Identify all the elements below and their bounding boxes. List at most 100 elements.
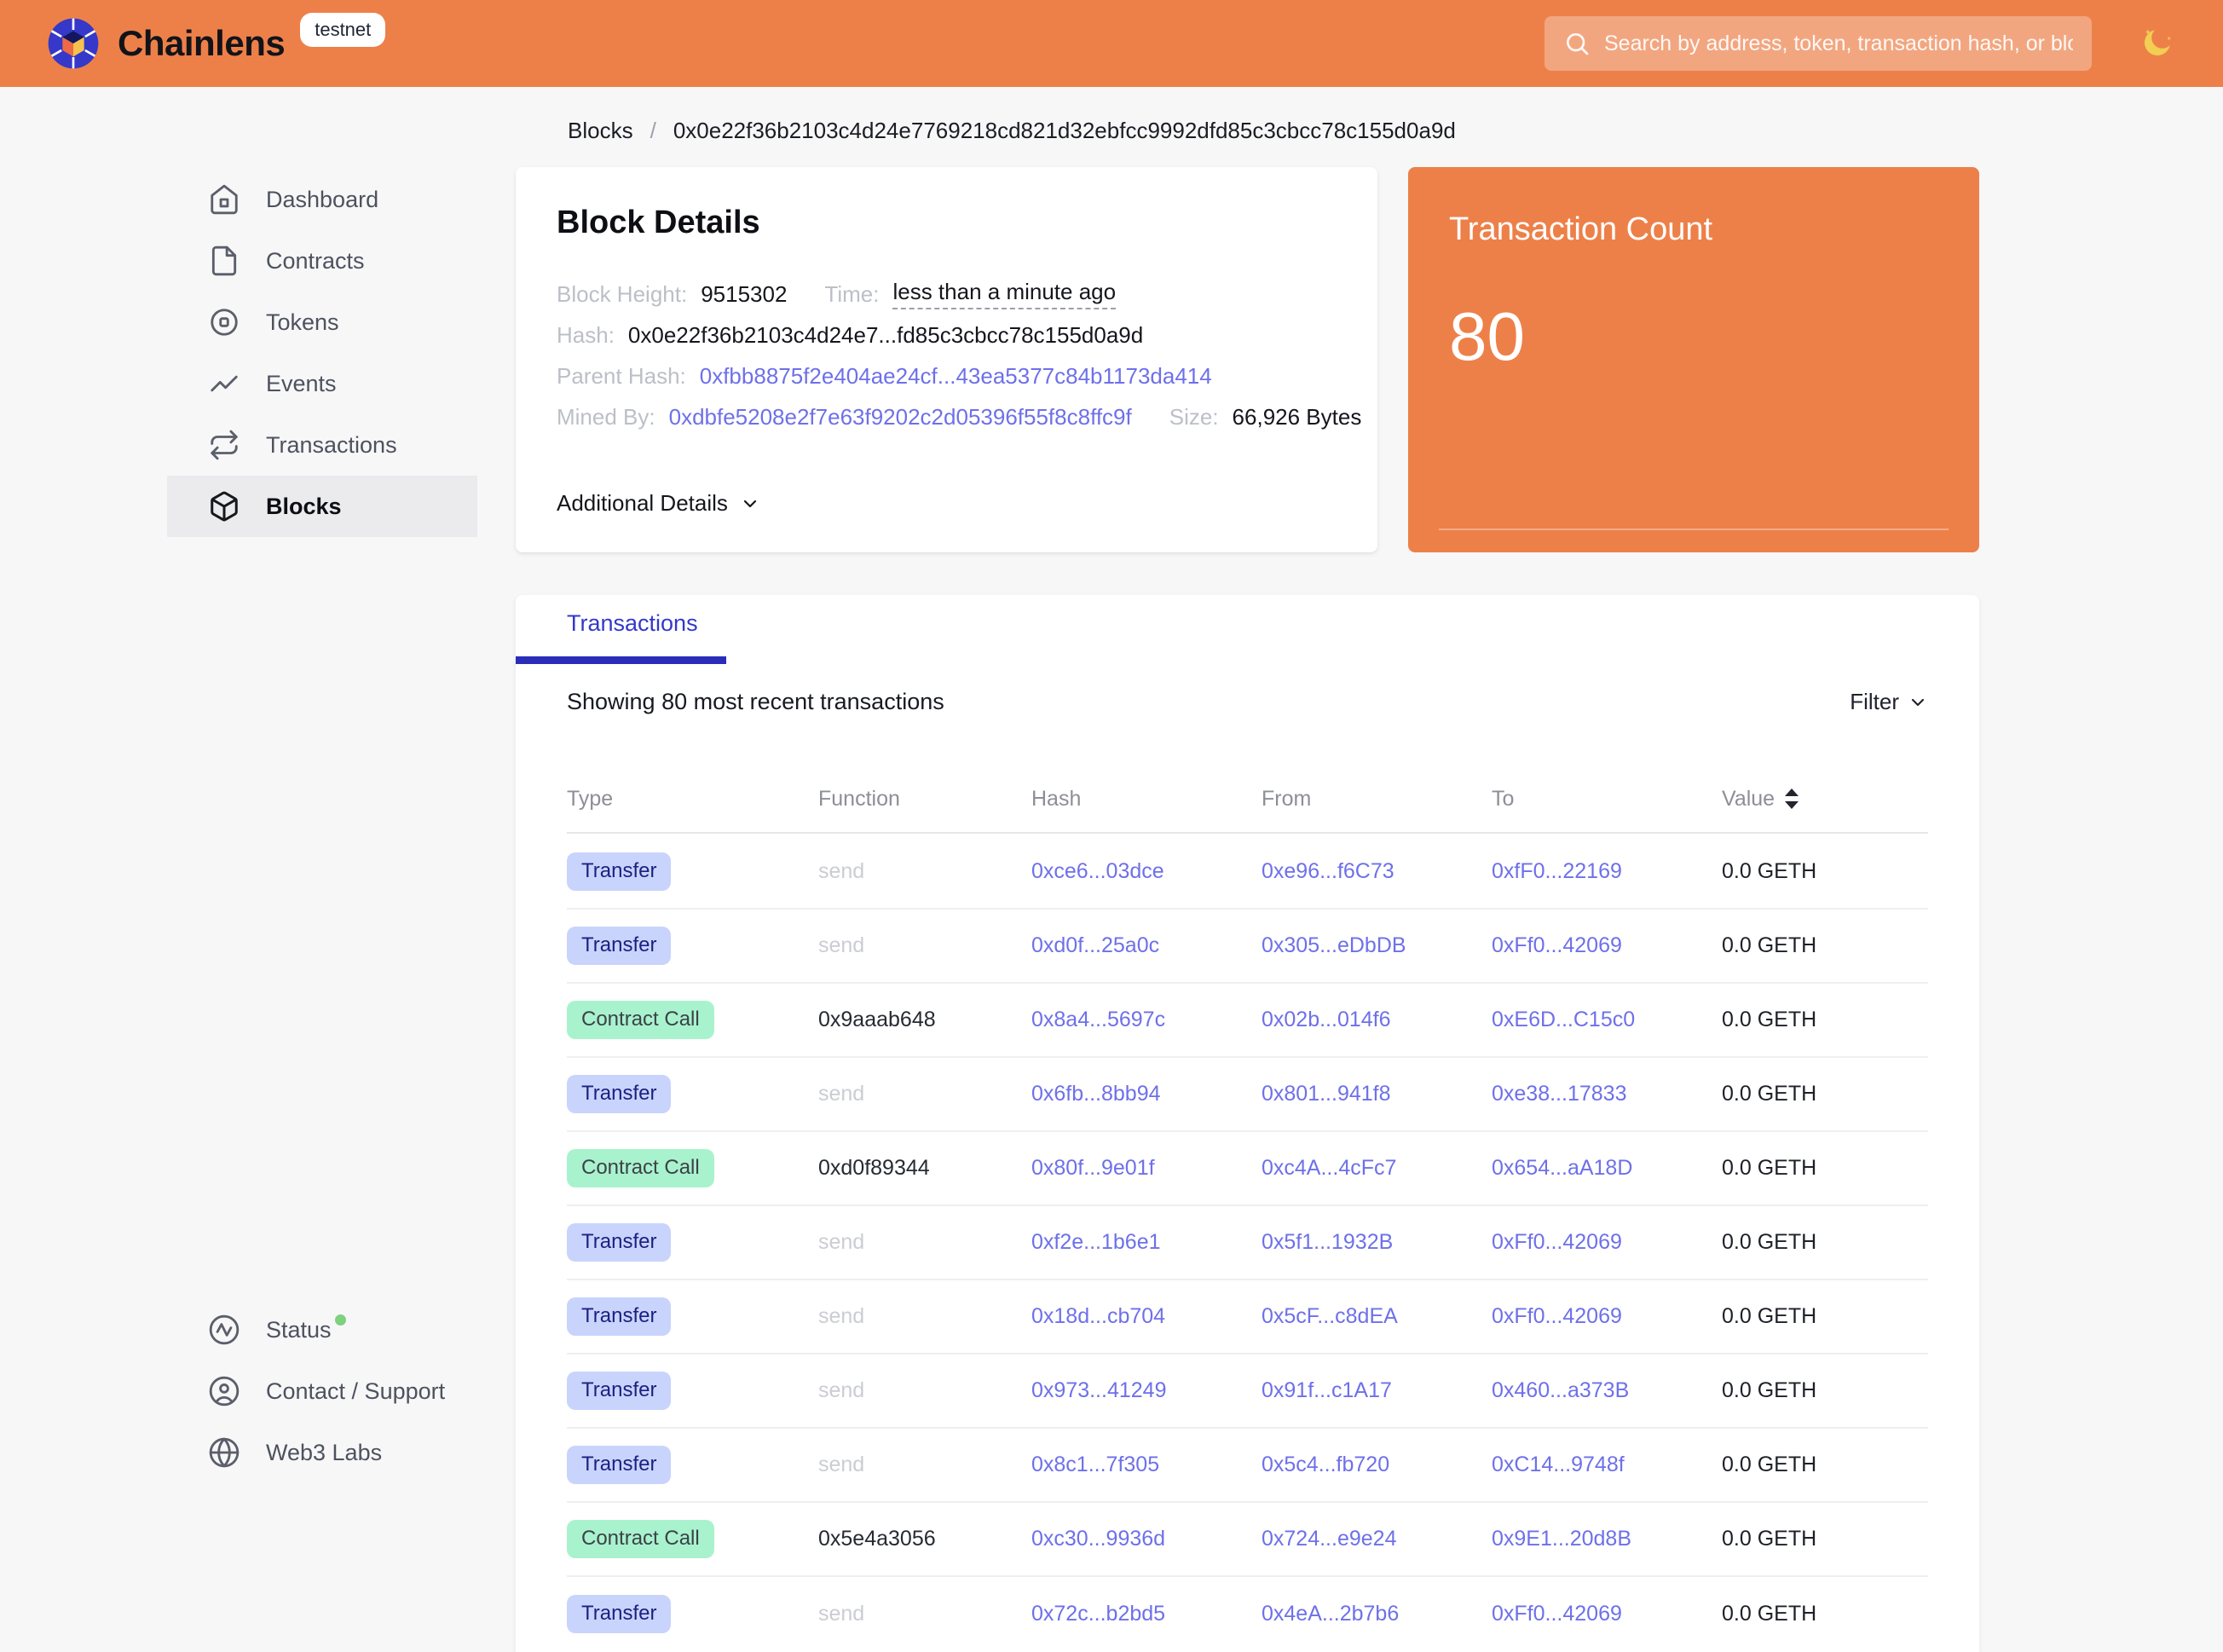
filter-label: Filter [1850, 689, 1899, 714]
filter-button[interactable]: Filter [1850, 689, 1928, 715]
app-header: Chainlens testnet [0, 0, 2223, 87]
tx-function-cell: 0x9aaab648 [818, 1008, 936, 1031]
sidebar-item-dashboard[interactable]: Dashboard [167, 169, 477, 230]
sidebar-item-label: Web3 Labs [266, 1439, 383, 1465]
tx-function-cell: send [818, 1602, 865, 1626]
search-input[interactable] [1604, 31, 2073, 56]
table-row: Transfer send 0x8c1...7f305 0x5c4...fb72… [567, 1429, 1928, 1503]
tx-function-cell: send [818, 933, 865, 957]
column-header-from: From [1262, 786, 1312, 811]
column-header-value[interactable]: Value [1722, 787, 1928, 812]
table-row: Transfer send 0x18d...cb704 0x5cF...c8dE… [567, 1280, 1928, 1355]
tx-to-link[interactable]: 0xE6D...C15c0 [1492, 1008, 1636, 1031]
tx-hash-link[interactable]: 0x72c...b2bd5 [1031, 1602, 1166, 1626]
tx-hash-link[interactable]: 0xce6...03dce [1031, 859, 1164, 883]
tx-from-link[interactable]: 0x4eA...2b7b6 [1262, 1602, 1400, 1626]
tx-to-link[interactable]: 0xC14...9748f [1492, 1453, 1625, 1476]
tx-from-link[interactable]: 0x5c4...fb720 [1262, 1453, 1390, 1476]
sidebar-item-status[interactable]: Status [167, 1299, 477, 1360]
column-header-to: To [1492, 786, 1515, 811]
tx-function-cell: send [818, 1230, 865, 1254]
tx-type-badge: Contract Call [567, 1001, 714, 1039]
sidebar-item-transactions[interactable]: Transactions [167, 414, 477, 476]
table-row: Transfer send 0xf2e...1b6e1 0x5f1...1932… [567, 1206, 1928, 1280]
sidebar-item-contact-support[interactable]: Contact / Support [167, 1360, 477, 1422]
tx-from-link[interactable]: 0x305...eDbDB [1262, 933, 1406, 957]
tx-value-cell: 0.0 GETH [1722, 1453, 1817, 1476]
tx-to-link[interactable]: 0xFf0...42069 [1492, 1304, 1622, 1328]
block-height-label: Block Height: [557, 280, 688, 307]
block-details-card: Block Details Block Height: 9515302 Time… [516, 167, 1377, 552]
support-person-icon [209, 1376, 240, 1407]
transactions-summary: Showing 80 most recent transactions [567, 689, 944, 714]
brand-logo[interactable]: Chainlens [46, 16, 286, 71]
tx-hash-link[interactable]: 0x18d...cb704 [1031, 1304, 1166, 1328]
table-row: Transfer send 0xce6...03dce 0xe96...f6C7… [567, 835, 1928, 910]
tx-function-cell: send [818, 1082, 865, 1106]
tx-value-cell: 0.0 GETH [1722, 1378, 1817, 1402]
tx-from-link[interactable]: 0x91f...c1A17 [1262, 1378, 1392, 1402]
tx-hash-link[interactable]: 0x8c1...7f305 [1031, 1453, 1160, 1476]
tx-type-badge: Transfer [567, 1446, 672, 1484]
theme-toggle-button[interactable] [2136, 23, 2177, 64]
tx-from-link[interactable]: 0x5f1...1932B [1262, 1230, 1394, 1254]
sort-icon[interactable] [1783, 788, 1800, 810]
parent-hash-link[interactable]: 0xfbb8875f2e404ae24cf...43ea5377c84b1173… [699, 362, 1212, 389]
global-search[interactable] [1545, 16, 2092, 71]
breadcrumb-blocks-link[interactable]: Blocks [568, 118, 633, 143]
sidebar-item-label: Tokens [266, 309, 339, 335]
tx-to-link[interactable]: 0x9E1...20d8B [1492, 1527, 1632, 1551]
tx-from-link[interactable]: 0xe96...f6C73 [1262, 859, 1394, 883]
token-disc-icon [211, 309, 238, 336]
tx-hash-link[interactable]: 0x6fb...8bb94 [1031, 1082, 1161, 1106]
globe-icon [209, 1437, 240, 1468]
tx-type-badge: Transfer [567, 1075, 672, 1113]
time-value[interactable]: less than a minute ago [892, 279, 1117, 309]
tx-hash-link[interactable]: 0x973...41249 [1031, 1378, 1167, 1402]
breadcrumb: Blocks / 0x0e22f36b2103c4d24e7769218cd82… [568, 118, 1456, 144]
tx-from-link[interactable]: 0x724...e9e24 [1262, 1527, 1397, 1551]
mined-by-link[interactable]: 0xdbfe5208e2f7e63f9202c2d05396f55f8c8ffc… [668, 403, 1132, 430]
transaction-count-card: Transaction Count 80 [1408, 167, 1979, 552]
table-row: Contract Call 0xd0f89344 0x80f...9e01f 0… [567, 1132, 1928, 1206]
tx-to-link[interactable]: 0xFf0...42069 [1492, 1230, 1622, 1254]
tx-from-link[interactable]: 0x02b...014f6 [1262, 1008, 1391, 1031]
tx-function-cell: 0xd0f89344 [818, 1156, 930, 1180]
tx-value-cell: 0.0 GETH [1722, 859, 1817, 883]
size-label: Size: [1169, 403, 1219, 430]
sidebar-item-tokens[interactable]: Tokens [167, 292, 477, 353]
trend-line-icon [211, 375, 238, 392]
tx-from-link[interactable]: 0xc4A...4cFc7 [1262, 1156, 1397, 1180]
column-header-function: Function [818, 786, 900, 811]
tab-transactions[interactable]: Transactions [567, 610, 698, 636]
tx-to-link[interactable]: 0xFf0...42069 [1492, 933, 1622, 957]
tx-to-link[interactable]: 0xFf0...42069 [1492, 1602, 1622, 1626]
sidebar-item-events[interactable]: Events [167, 353, 477, 414]
tx-type-badge: Transfer [567, 1297, 672, 1336]
brand-name: Chainlens [118, 23, 286, 63]
tx-from-link[interactable]: 0x801...941f8 [1262, 1082, 1391, 1106]
tx-hash-link[interactable]: 0x80f...9e01f [1031, 1156, 1155, 1180]
home-icon [211, 184, 238, 215]
chainlens-logo-icon [48, 18, 99, 69]
tx-to-link[interactable]: 0xe38...17833 [1492, 1082, 1627, 1106]
tx-hash-link[interactable]: 0xf2e...1b6e1 [1031, 1230, 1161, 1254]
active-tab-underline [516, 656, 726, 664]
tx-to-link[interactable]: 0xfF0...22169 [1492, 859, 1622, 883]
tx-from-link[interactable]: 0x5cF...c8dEA [1262, 1304, 1398, 1328]
tx-hash-link[interactable]: 0xd0f...25a0c [1031, 933, 1160, 957]
tx-to-link[interactable]: 0x654...aA18D [1492, 1156, 1633, 1180]
tx-value-cell: 0.0 GETH [1722, 933, 1817, 957]
tx-function-cell: send [818, 1304, 865, 1328]
sidebar-item-web3-labs[interactable]: Web3 Labs [167, 1422, 477, 1483]
sidebar-item-contracts[interactable]: Contracts [167, 230, 477, 292]
sidebar-item-blocks[interactable]: Blocks [167, 476, 477, 537]
time-label: Time: [824, 280, 880, 307]
tx-hash-link[interactable]: 0xc30...9936d [1031, 1527, 1166, 1551]
tx-to-link[interactable]: 0x460...a373B [1492, 1378, 1630, 1402]
tx-hash-link[interactable]: 0x8a4...5697c [1031, 1008, 1166, 1031]
table-row: Transfer send 0x973...41249 0x91f...c1A1… [567, 1355, 1928, 1429]
additional-details-toggle[interactable]: Additional Details [557, 490, 1337, 517]
tx-function-cell: 0x5e4a3056 [818, 1527, 936, 1551]
block-height-value: 9515302 [701, 280, 788, 307]
